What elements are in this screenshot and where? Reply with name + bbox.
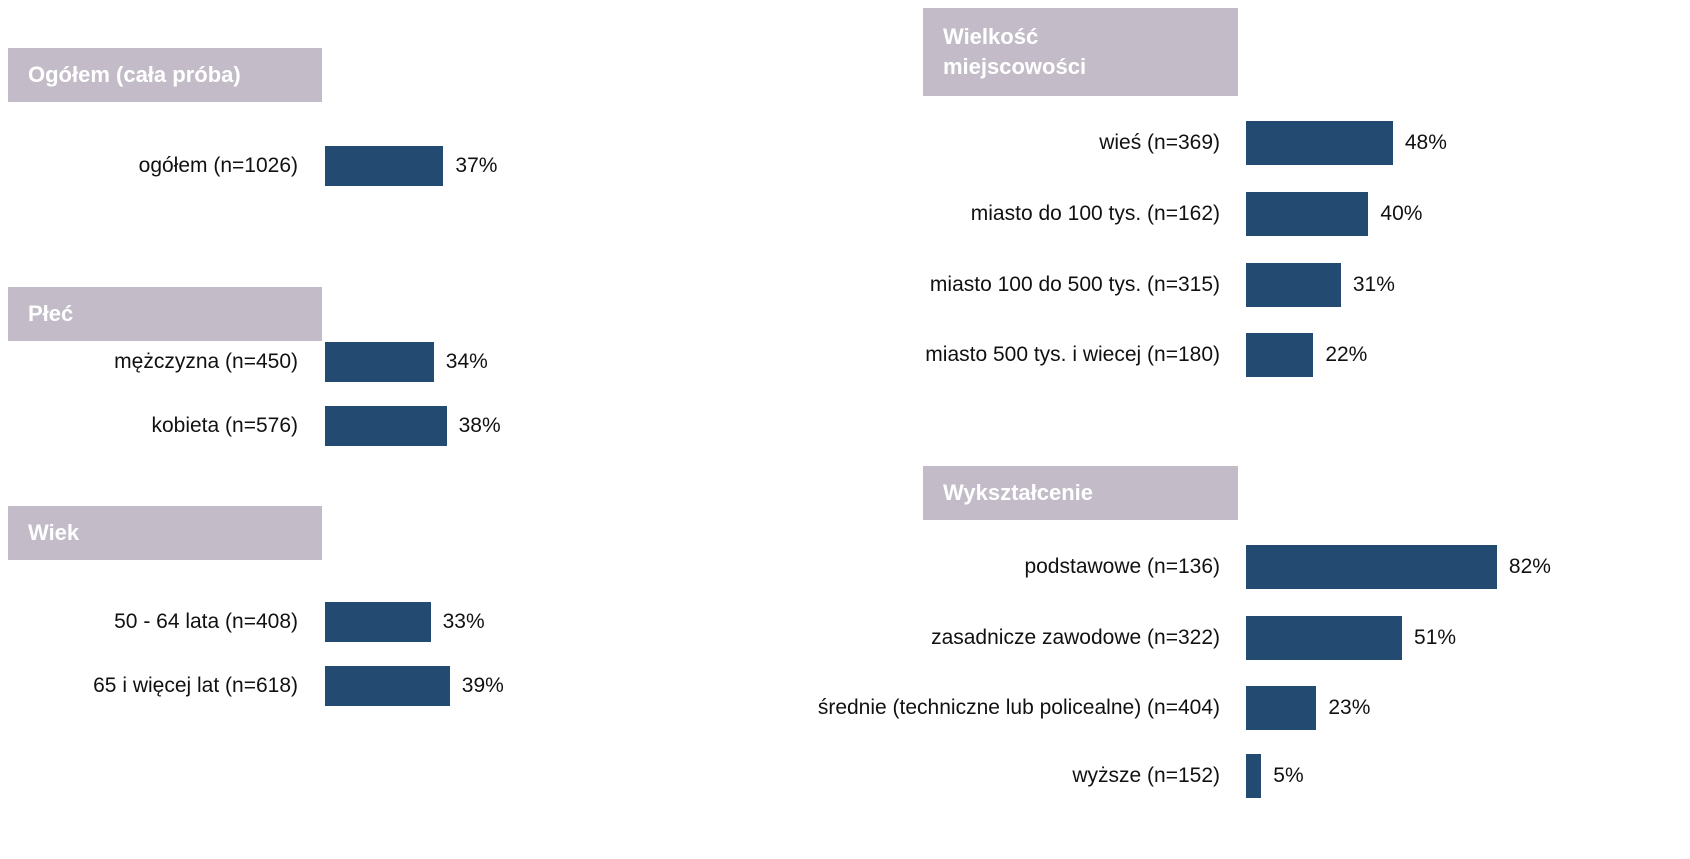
value-label: 40% [1380, 202, 1423, 225]
group-title: Wykształcenie [943, 480, 1094, 505]
group-header: Wykształcenie [923, 466, 1238, 520]
value-label: 48% [1404, 131, 1447, 154]
category-label: kobieta (n=576) [151, 414, 298, 437]
category-label: zasadnicze zawodowe (n=322) [931, 626, 1220, 649]
bar [1246, 333, 1314, 377]
category-label: 50 - 64 lata (n=408) [114, 610, 298, 633]
value-label: 34% [445, 350, 488, 373]
value-label: 33% [442, 610, 485, 633]
value-label: 39% [461, 674, 504, 697]
category-label: miasto 500 tys. i wiecej (n=180) [925, 343, 1220, 366]
value-label: 37% [455, 154, 498, 177]
category-label: wieś (n=369) [1099, 131, 1220, 154]
bar [1246, 545, 1497, 589]
group-title: Wielkość miejscowości [943, 24, 1087, 79]
category-label: miasto do 100 tys. (n=162) [970, 202, 1220, 225]
group-header: Wielkość miejscowości [923, 8, 1238, 96]
bar [325, 342, 434, 382]
group-header: Ogółem (cała próba) [8, 48, 322, 102]
value-label: 23% [1328, 696, 1371, 719]
category-label: średnie (techniczne lub policealne) (n=4… [817, 696, 1220, 719]
bar [1246, 192, 1369, 236]
value-label: 82% [1508, 555, 1551, 578]
group-title: Wiek [28, 520, 80, 545]
value-label: 22% [1325, 343, 1368, 366]
group-header: Wiek [8, 506, 322, 560]
bar [325, 146, 444, 186]
group-header: Płeć [8, 287, 322, 341]
bar [325, 602, 431, 642]
bar [1246, 686, 1317, 730]
category-label: wyższe (n=152) [1072, 764, 1220, 787]
bar [1246, 616, 1403, 660]
value-label: 38% [458, 414, 501, 437]
value-label: 5% [1273, 764, 1304, 787]
bar [325, 406, 447, 446]
category-label: 65 i więcej lat (n=618) [93, 674, 298, 697]
bar [1246, 263, 1341, 307]
group-title: Ogółem (cała próba) [28, 62, 241, 87]
value-label: 51% [1414, 626, 1457, 649]
category-label: miasto 100 do 500 tys. (n=315) [929, 273, 1220, 296]
category-label: podstawowe (n=136) [1024, 555, 1220, 578]
bar [325, 666, 450, 706]
category-label: ogółem (n=1026) [138, 154, 298, 177]
bar [1246, 121, 1393, 165]
bar [1246, 754, 1262, 798]
category-label: mężczyzna (n=450) [114, 350, 298, 373]
group-title: Płeć [28, 301, 74, 326]
value-label: 31% [1352, 273, 1395, 296]
